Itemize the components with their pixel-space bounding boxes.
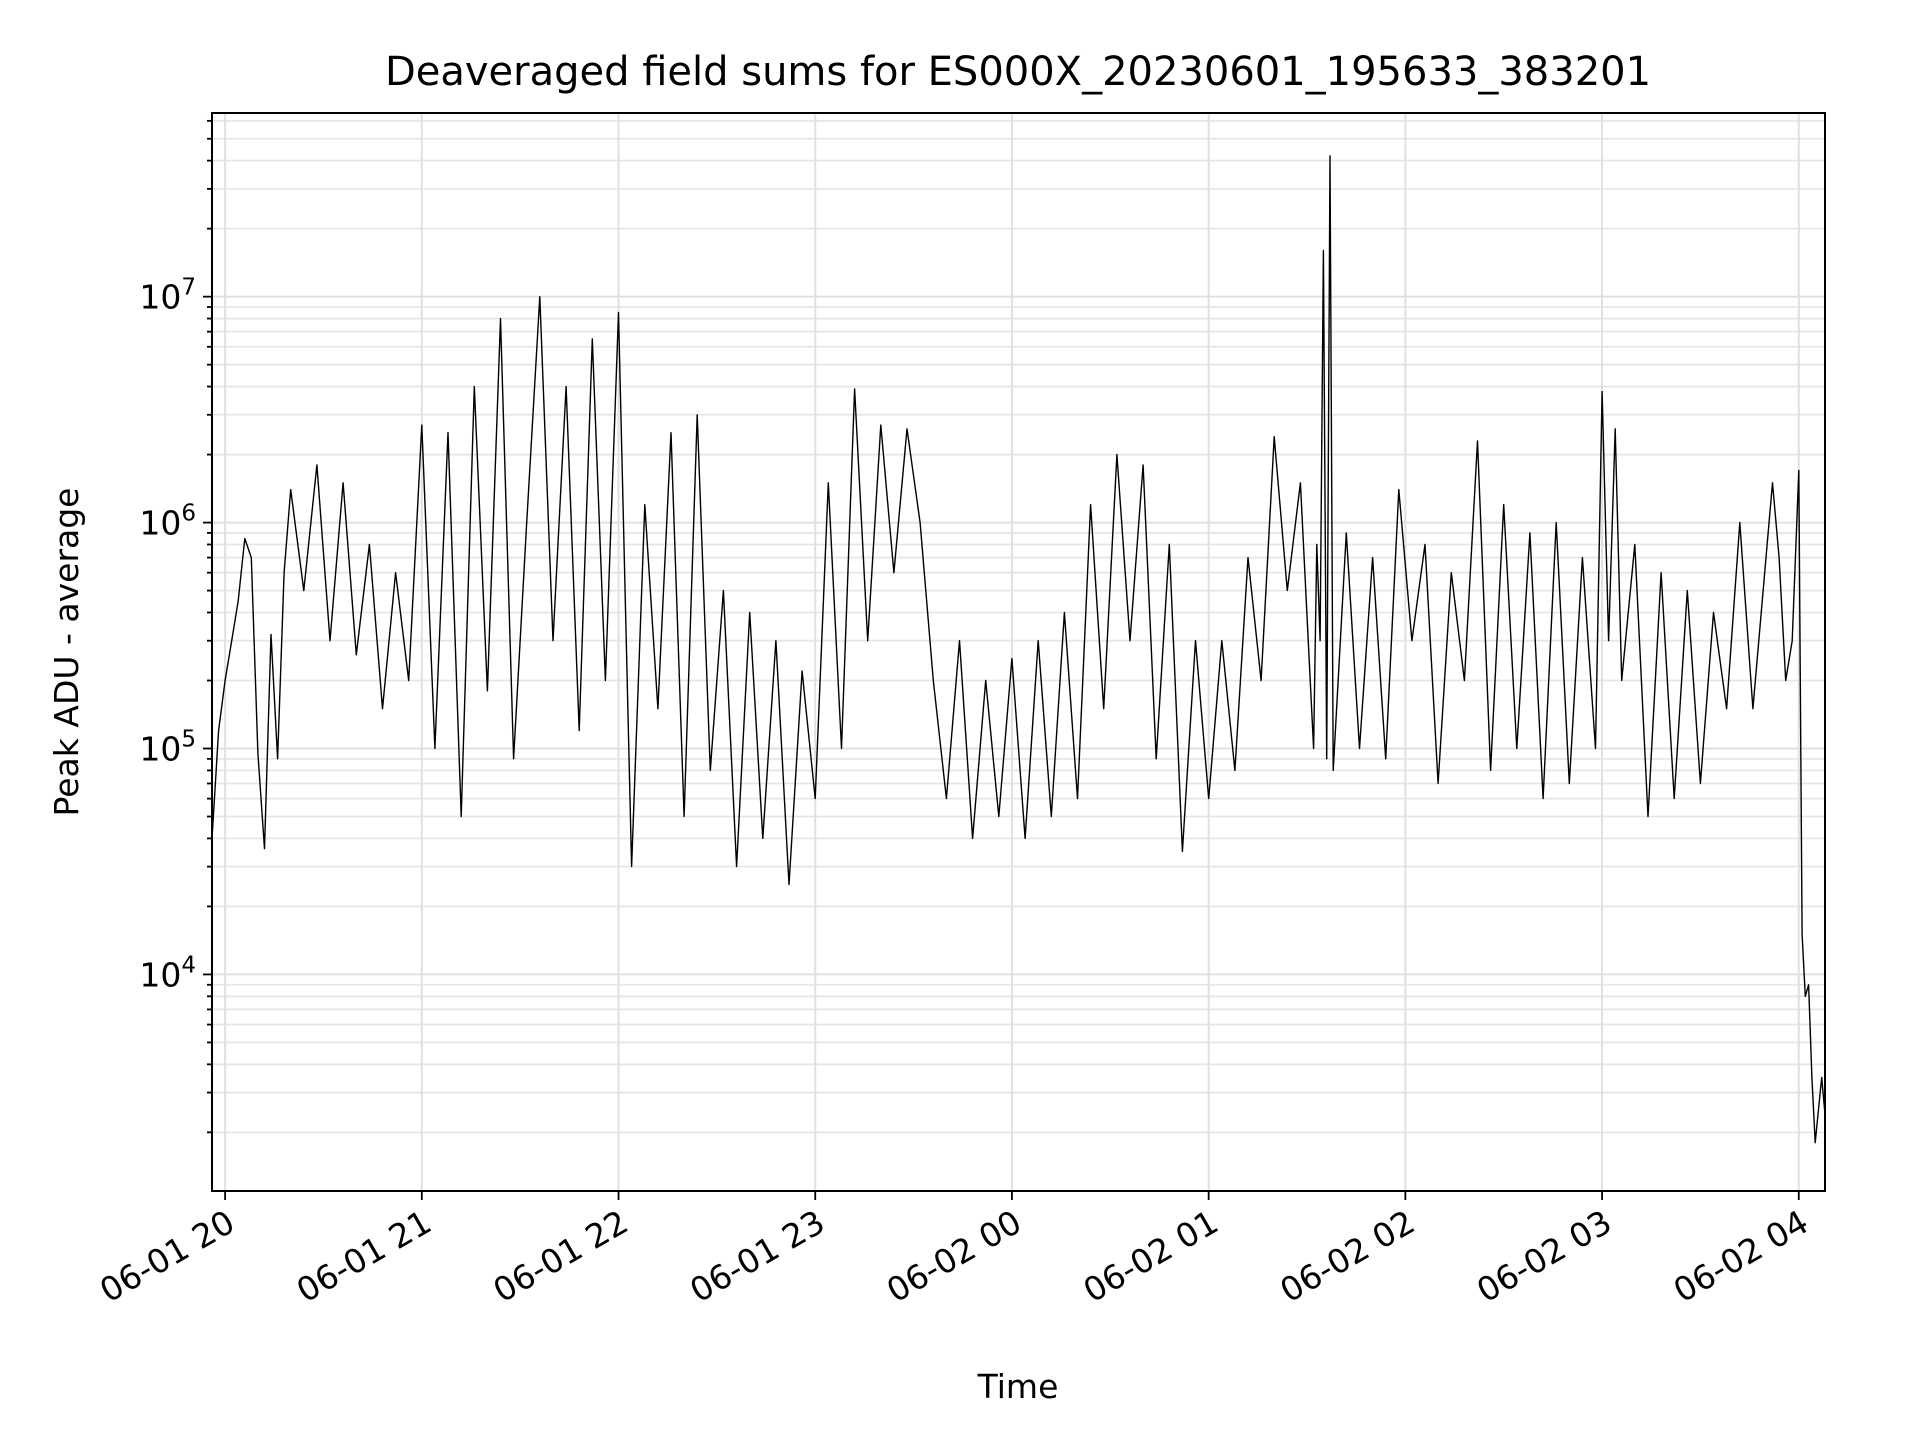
- x-tick-label: 06-01 20: [93, 1202, 241, 1310]
- y-tick-label: 107: [139, 275, 196, 317]
- series-line: [211, 155, 1826, 1144]
- y-tick-label: 106: [139, 501, 196, 543]
- y-axis: 104 105 106 107: [139, 119, 212, 1134]
- x-tick-label: 06-02 02: [1273, 1202, 1421, 1310]
- x-tick-label: 06-01 22: [487, 1202, 635, 1310]
- x-tick-label: 06-02 01: [1077, 1202, 1225, 1310]
- x-axis-label: Time: [977, 1367, 1059, 1406]
- x-tick-label: 06-02 04: [1667, 1202, 1815, 1310]
- y-axis-label: Peak ADU - average: [47, 488, 86, 817]
- axes-frame: [211, 112, 1826, 1192]
- chart-title: Deaveraged field sums for ES000X_2023060…: [385, 49, 1651, 95]
- x-axis: 06-01 20 06-01 21 06-01 22 06-01 23 06-02 00…: [93, 1191, 1815, 1310]
- y-tick-label: 105: [139, 727, 196, 769]
- grid-lines: [212, 113, 1825, 1191]
- x-tick-label: 06-02 00: [880, 1202, 1028, 1310]
- plot-area: [211, 155, 1826, 1144]
- x-tick-label: 06-01 23: [683, 1202, 831, 1310]
- y-tick-label: 104: [139, 952, 196, 994]
- x-tick-label: 06-02 03: [1470, 1202, 1618, 1310]
- x-tick-label: 06-01 21: [290, 1202, 438, 1310]
